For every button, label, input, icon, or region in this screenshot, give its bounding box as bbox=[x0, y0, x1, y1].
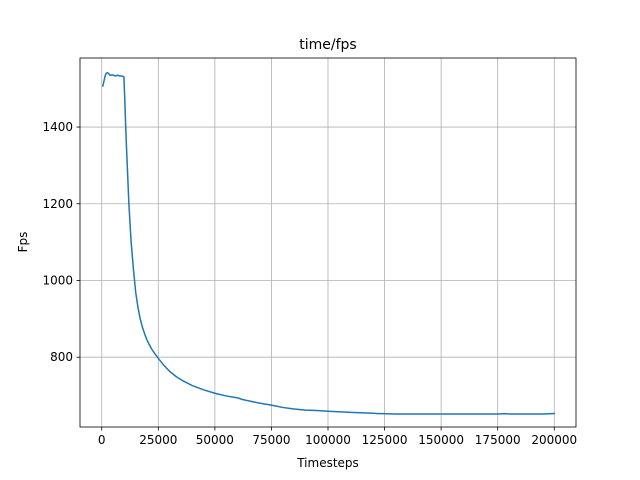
x-tick-label: 125000 bbox=[362, 433, 408, 447]
x-tick-label: 100000 bbox=[305, 433, 351, 447]
grid bbox=[80, 58, 576, 427]
y-tick-label: 1400 bbox=[42, 120, 73, 134]
x-tick-label: 25000 bbox=[139, 433, 177, 447]
y-tick-label: 1200 bbox=[42, 197, 73, 211]
x-tick-label: 150000 bbox=[418, 433, 464, 447]
y-tick-label: 800 bbox=[50, 350, 73, 364]
x-tick-label: 75000 bbox=[252, 433, 290, 447]
series-line-fps bbox=[101, 71, 556, 415]
x-tick-label: 50000 bbox=[196, 433, 234, 447]
y-tick-label: 1000 bbox=[42, 273, 73, 287]
x-axis: 0 25000 50000 75000 100000 125000 150000 175000… bbox=[98, 427, 577, 447]
x-tick-label: 175000 bbox=[475, 433, 521, 447]
x-axis-label: Timesteps bbox=[296, 456, 359, 470]
chart-title: time/fps bbox=[299, 37, 356, 53]
x-tick-label: 0 bbox=[98, 433, 106, 447]
series-group bbox=[101, 71, 556, 415]
y-axis-label: Fps bbox=[16, 232, 30, 253]
x-tick-label: 200000 bbox=[531, 433, 577, 447]
y-axis: 800 1000 1200 1400 bbox=[42, 120, 80, 364]
